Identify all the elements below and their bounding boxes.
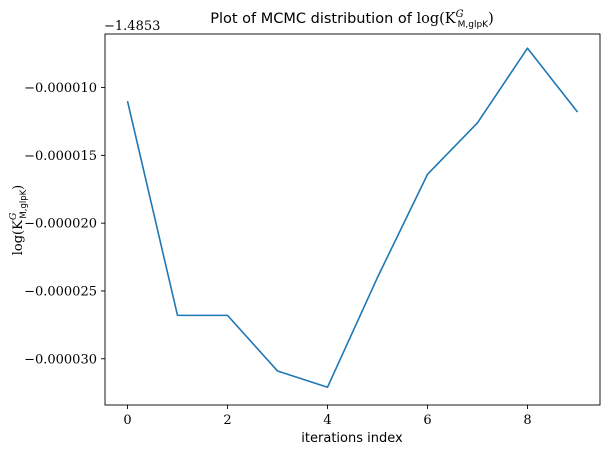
offset-text: −1.4853 xyxy=(104,19,160,34)
x-axis-label: iterations index xyxy=(301,431,403,446)
x-tick-label: 8 xyxy=(523,413,531,428)
x-tick-label: 0 xyxy=(123,413,131,428)
y-tick-label: −0.000015 xyxy=(24,149,97,164)
y-tick-label: −0.000030 xyxy=(24,352,97,367)
y-axis-label-close: ) xyxy=(11,185,26,190)
plot-lines xyxy=(126,47,579,389)
y-axis-label-sub: M,glpK xyxy=(19,189,29,218)
y-tick-label: −0.000025 xyxy=(24,284,97,299)
axes-frame xyxy=(104,33,601,406)
x-tick-label: 4 xyxy=(323,413,331,428)
y-tick-label: −0.000010 xyxy=(24,81,97,96)
chart-title-text: Plot of MCMC distribution of xyxy=(210,11,416,27)
y-axis-label-prefix: log(K xyxy=(11,220,26,255)
x-tick-label: 6 xyxy=(423,413,431,428)
ticks: 0 2 4 6 8 −0.000010 −0.000015 −0.000020 −0.00002… xyxy=(24,81,532,428)
y-axis-label: log(KGM,glpK) xyxy=(8,185,29,256)
x-tick-label: 2 xyxy=(223,413,231,428)
y-tick-label: −0.000020 xyxy=(24,217,97,232)
series-line-0 xyxy=(126,47,579,389)
chart-title-sup: G xyxy=(456,9,464,20)
chart-title: Plot of MCMC distribution of log(KG M,glp… xyxy=(210,9,494,30)
chart-title-close: ) xyxy=(488,11,494,27)
chart-title-sub: M,glpK xyxy=(458,20,490,30)
chart-title-math: log(K xyxy=(416,11,456,27)
y-axis-label-sup: G xyxy=(8,212,19,220)
